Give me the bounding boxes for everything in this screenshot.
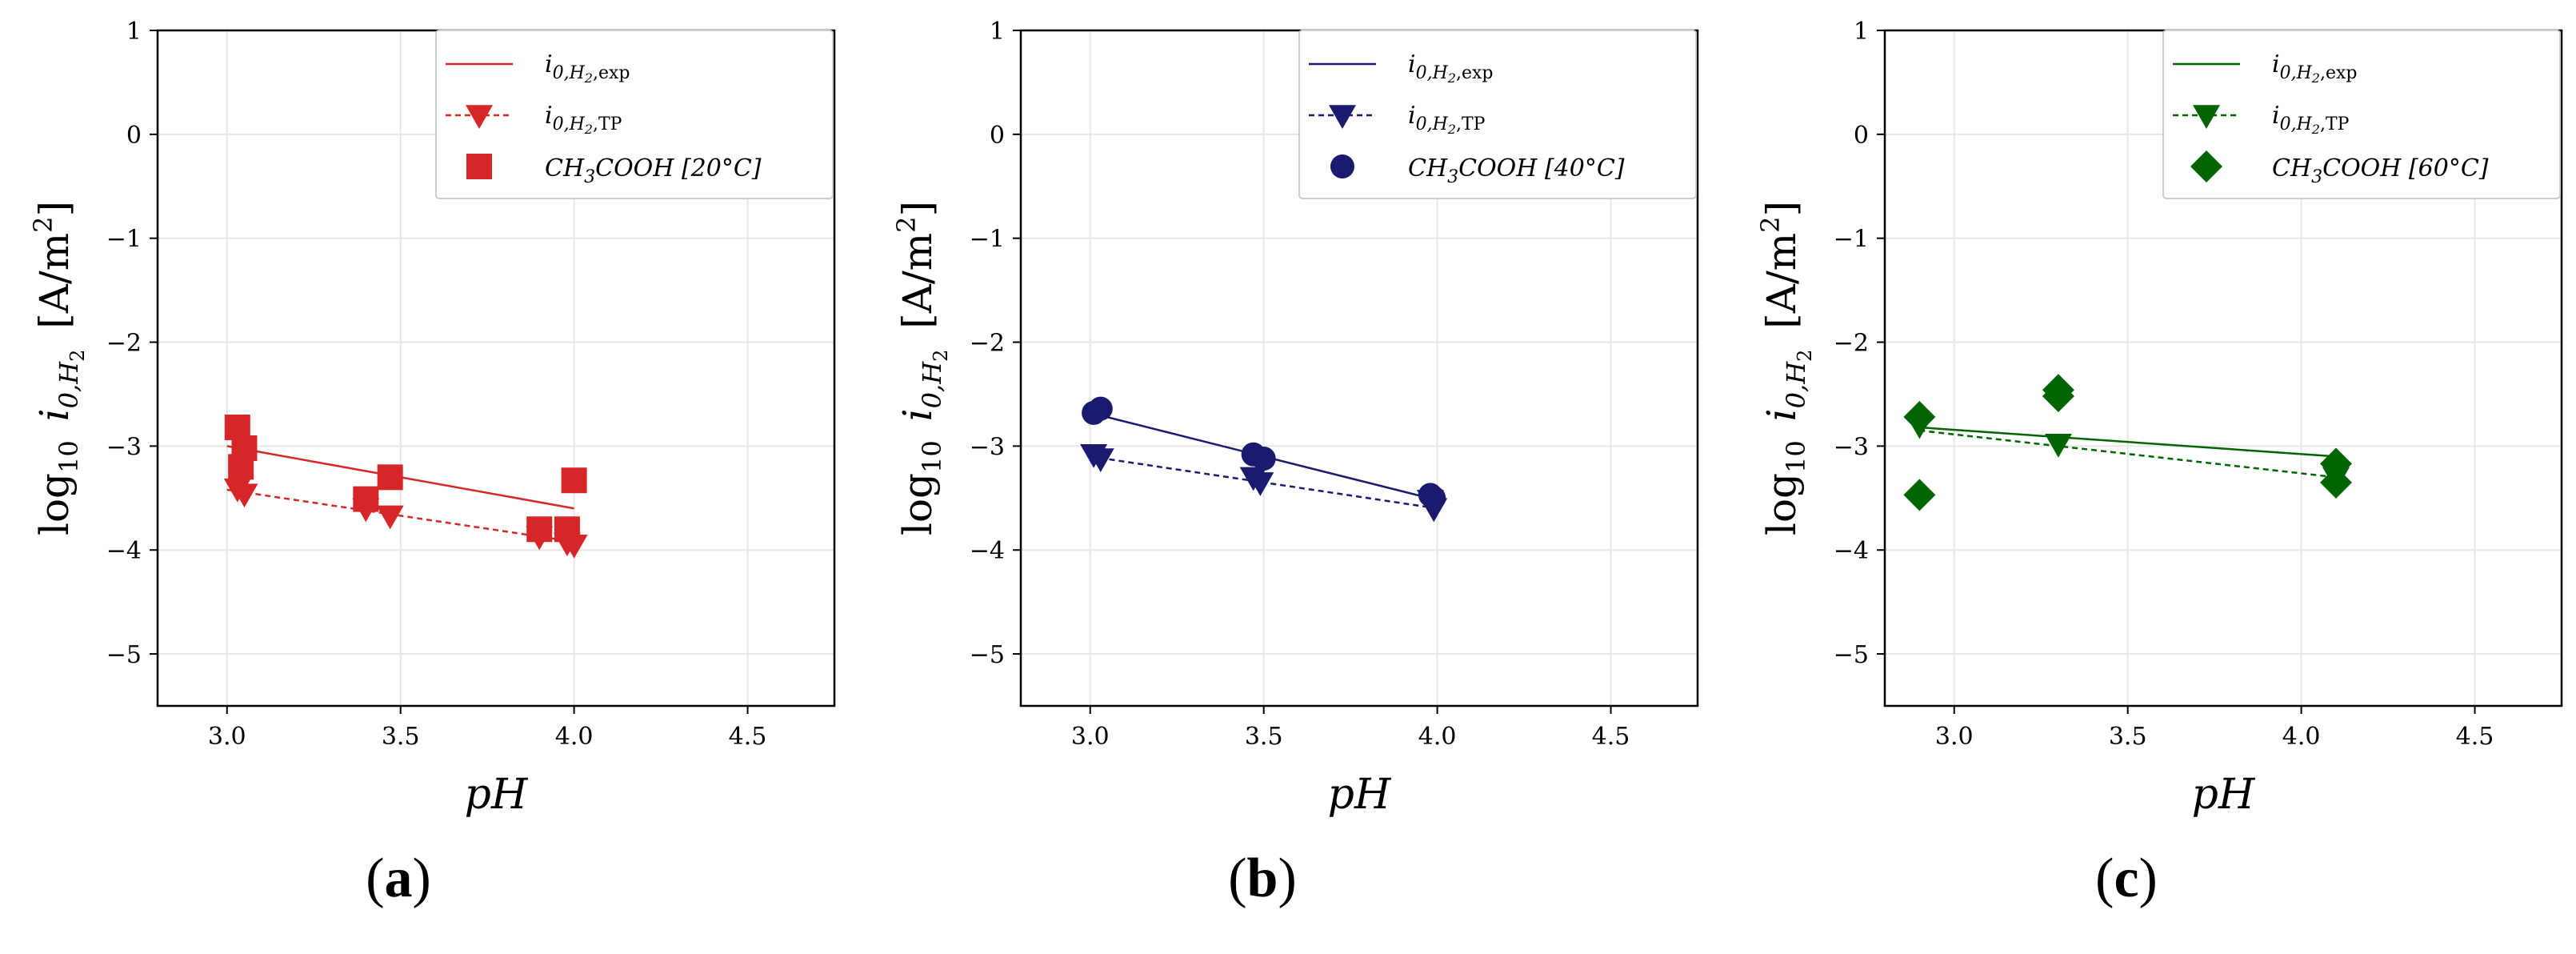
x-tick-label: 4.0 [555, 723, 594, 751]
legend-tp-label: i0,H2,TP [1408, 102, 1486, 137]
data-marker [353, 486, 379, 512]
y-tick-label: 1 [126, 18, 142, 46]
legend-box [1298, 30, 1697, 199]
y-tick-label: −2 [970, 330, 1005, 358]
y-tick-label: −5 [106, 641, 142, 669]
legend-tp-marker [466, 105, 493, 129]
legend-box [435, 30, 834, 199]
x-tick-label: 4.5 [1592, 723, 1630, 751]
y-tick-label: −3 [970, 433, 1005, 461]
x-tick-label: 3.5 [1245, 723, 1283, 751]
y-tick-label: −5 [970, 641, 1005, 669]
y-tick-label: 0 [990, 122, 1005, 150]
tp-marker [2044, 434, 2072, 458]
tp-fit-line [226, 488, 574, 543]
y-axis-label: log10 i0,H2 [A/m2] [1755, 201, 1816, 535]
x-tick-label: 3.5 [2109, 723, 2147, 751]
data-marker [1088, 396, 1113, 421]
exp-fit-line [1919, 426, 2337, 458]
y-tick-label: 0 [126, 122, 142, 150]
y-tick-label: −3 [1834, 433, 1869, 461]
legend-tp-marker [1329, 105, 1356, 129]
legend-exp-label: i0,H2,exp [2272, 50, 2358, 86]
y-tick-label: −2 [1834, 330, 1869, 358]
data-marker [1903, 401, 1936, 434]
y-tick-label: 0 [1854, 122, 1869, 150]
x-tick-label: 4.0 [1418, 723, 1457, 751]
legend: i0,H2,exp i0,H2,TP CH3COOH [20°C] [435, 30, 834, 199]
legend-tp-label: i0,H2,TP [2272, 102, 2350, 137]
y-axis-label: log10 i0,H2 [A/m2] [28, 201, 89, 535]
x-axis-label: pH [465, 771, 529, 819]
legend-data-label: CH3COOH [40°C] [1408, 154, 1625, 187]
tp-fit-line [1919, 429, 2337, 479]
legend-exp-label: i0,H2,exp [545, 50, 630, 86]
panel-label: (a) [366, 848, 431, 909]
legend-tp-marker [2193, 105, 2220, 129]
legend-data-label: CH3COOH [20°C] [545, 154, 762, 187]
x-tick-label: 3.5 [382, 723, 420, 751]
x-axis-label: pH [1328, 771, 1392, 819]
data-marker [377, 464, 403, 491]
data-marker [231, 435, 258, 461]
tp-marker [1246, 472, 1274, 496]
legend-box [2162, 30, 2561, 199]
panel-b: 3.0 3.5 4.0 4.5 1 0 −1 −2 −3 −4 −5 pH log10 i0,H2 [A… [891, 18, 1699, 909]
panel-c: 3.0 3.5 4.0 4.5 1 0 −1 −2 −3 −4 −5 pH log10 i0,H2 [A… [1755, 18, 2563, 909]
y-tick-label: 1 [1854, 18, 1869, 46]
y-axis-label: log10 i0,H2 [A/m2] [891, 201, 952, 535]
legend-data-marker [2190, 150, 2222, 182]
tp-marker [230, 483, 258, 508]
data-marker [2320, 447, 2352, 480]
y-tick-label: −1 [106, 226, 142, 254]
legend: i0,H2,exp i0,H2,TP CH3COOH [60°C] [2162, 30, 2561, 199]
x-tick-label: 4.5 [729, 723, 767, 751]
data-marker [1251, 446, 1276, 471]
x-axis-label: pH [2192, 771, 2256, 819]
data-marker [2042, 380, 2074, 413]
data-marker [1422, 486, 1446, 511]
y-tick-label: −1 [1834, 226, 1869, 254]
y-tick-label: −4 [106, 537, 142, 565]
y-tick-label: −5 [1834, 641, 1869, 669]
legend-data-label: CH3COOH [60°C] [2272, 154, 2489, 187]
data-marker [526, 516, 553, 543]
tp-marker [376, 505, 404, 530]
legend-data-marker [466, 154, 492, 179]
x-tick-label: 4.0 [2282, 723, 2321, 751]
legend-tp-label: i0,H2,TP [545, 102, 622, 137]
data-marker [554, 516, 580, 543]
y-tick-label: −1 [970, 226, 1005, 254]
panel-label: (c) [2095, 848, 2158, 909]
y-tick-label: −3 [106, 433, 142, 461]
data-marker [1903, 479, 1936, 511]
legend-exp-label: i0,H2,exp [1408, 50, 1494, 86]
panel-label: (b) [1228, 848, 1297, 909]
y-tick-label: −2 [106, 330, 142, 358]
y-tick-label: −4 [970, 537, 1005, 565]
legend: i0,H2,exp i0,H2,TP CH3COOH [40°C] [1298, 30, 1697, 199]
tp-marker [1086, 448, 1114, 472]
x-tick-label: 3.0 [1935, 723, 1974, 751]
y-tick-label: −4 [1834, 537, 1869, 565]
x-tick-label: 3.0 [208, 723, 246, 751]
y-tick-label: 1 [990, 18, 1005, 46]
x-tick-label: 4.5 [2456, 723, 2494, 751]
data-marker [2320, 466, 2352, 499]
x-tick-label: 3.0 [1071, 723, 1110, 751]
legend-data-marker [1330, 154, 1354, 178]
data-marker [561, 467, 587, 494]
panel-a: 3.0 3.5 4.0 4.5 1 0 −1 −2 −3 −4 −5 pH log10 i0,H2 [A… [28, 18, 836, 909]
